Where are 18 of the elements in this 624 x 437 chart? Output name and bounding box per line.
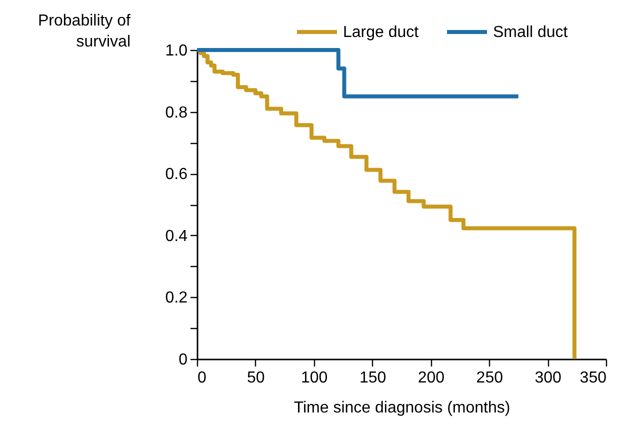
y-tick-label: 0 <box>178 352 188 368</box>
x-tick-label: 200 <box>418 370 445 386</box>
x-tick-label: 100 <box>301 370 328 386</box>
y-tick-label: 0.6 <box>165 166 188 184</box>
x-tick-label: 150 <box>359 370 386 386</box>
y-tick-label: 0.2 <box>165 290 188 307</box>
x-tick-label: 250 <box>476 370 504 386</box>
y-tick-label: 0.4 <box>165 228 188 245</box>
x-tick-label: 300 <box>534 370 562 386</box>
y-tick-label: 0.8 <box>165 104 188 122</box>
x-tick-label: 0 <box>198 370 206 386</box>
legend-label: Large duct <box>343 24 420 41</box>
y-tick-label: 1.0 <box>165 42 188 60</box>
legend-label: Small duct <box>493 24 568 41</box>
x-tick-label: 50 <box>247 370 265 386</box>
y-axis-title: Probability of survival <box>38 12 132 50</box>
x-tick-label: 350 <box>580 370 607 386</box>
x-axis-title: Time since diagnosis (months) <box>294 400 510 416</box>
